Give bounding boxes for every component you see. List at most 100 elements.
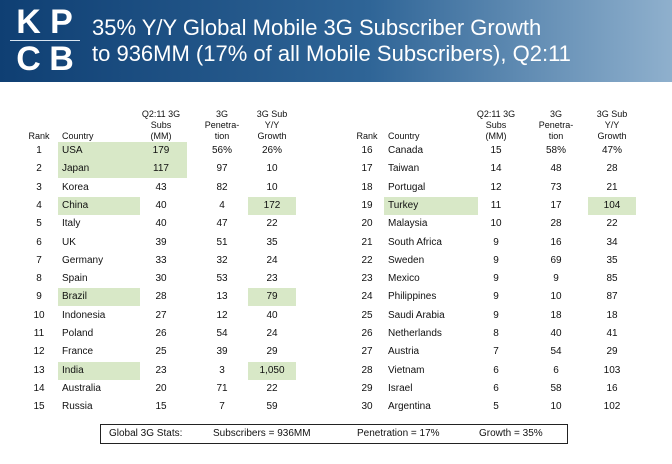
cell-subs: 6 bbox=[493, 364, 499, 376]
cell-growth: 87 bbox=[606, 291, 618, 303]
table-row: 15 Russia 15 7 59 bbox=[0, 398, 672, 416]
title-line-2: to 936MM (17% of all Mobile Subscribers)… bbox=[92, 41, 571, 66]
cell-growth: 18 bbox=[606, 309, 618, 321]
cell-country: UK bbox=[62, 236, 76, 248]
table-row: 3 Korea 43 82 10 bbox=[0, 179, 672, 197]
cell-subs: 20 bbox=[155, 382, 167, 394]
cell-subs: 15 bbox=[490, 145, 502, 156]
cell-penetration: 16 bbox=[550, 236, 562, 248]
cell-subs: 9 bbox=[493, 291, 499, 303]
table-row: 21 South Africa 9 16 34 bbox=[0, 234, 672, 252]
column-header-growth: 3G Sub Y/Y Growth bbox=[248, 92, 296, 142]
table-row: 22 Sweden 9 69 35 bbox=[0, 252, 672, 270]
cell-rank: 23 bbox=[361, 273, 373, 285]
cell-growth: 35 bbox=[606, 254, 618, 266]
cell-penetration: 4 bbox=[219, 199, 225, 211]
cell-growth: 28 bbox=[606, 163, 618, 175]
table-row: 27 Austria 7 54 29 bbox=[0, 343, 672, 361]
cell-subs: 40 bbox=[155, 218, 167, 230]
cell-penetration: 28 bbox=[550, 218, 562, 230]
cell-country: Argentina bbox=[388, 401, 431, 413]
cell-rank: 24 bbox=[361, 291, 373, 303]
table-row: 24 Philippines 9 10 87 bbox=[0, 288, 672, 306]
column-header-label: 3G Penetra- tion bbox=[204, 109, 240, 141]
column-header-growth: 3G Sub Y/Y Growth bbox=[588, 92, 636, 142]
cell-rank: 14 bbox=[33, 382, 45, 394]
cell-penetration: 17 bbox=[550, 199, 562, 211]
table-row: 7 Germany 33 32 24 bbox=[0, 252, 672, 270]
logo-letter: P bbox=[50, 3, 73, 41]
table-row: 1 USA 179 56% 26% bbox=[0, 142, 672, 160]
cell-rank: 13 bbox=[33, 364, 45, 376]
cell-penetration: 54 bbox=[550, 346, 562, 358]
cell-rank: 12 bbox=[33, 346, 45, 358]
cell-subs: 9 bbox=[493, 236, 499, 248]
cell-growth: 22 bbox=[266, 382, 278, 394]
cell-growth: 79 bbox=[248, 288, 296, 307]
cell-subs: 11 bbox=[490, 199, 502, 211]
cell-country: Germany bbox=[62, 254, 104, 266]
cell-rank: 17 bbox=[361, 163, 373, 175]
cell-country: Korea bbox=[62, 181, 89, 193]
cell-rank: 2 bbox=[36, 163, 42, 175]
cell-country: Mexico bbox=[388, 273, 420, 285]
table-row: 2 Japan 117 97 10 bbox=[0, 160, 672, 179]
cell-subs: 6 bbox=[493, 382, 499, 394]
column-header-label: Country bbox=[388, 131, 420, 141]
table-row: 9 Brazil 28 13 79 bbox=[0, 288, 672, 307]
cell-penetration: 56% bbox=[211, 145, 232, 156]
cell-country: Australia bbox=[62, 382, 101, 394]
cell-penetration: 6 bbox=[553, 364, 559, 376]
cell-penetration: 69 bbox=[550, 254, 562, 266]
cell-growth: 1,050 bbox=[248, 361, 296, 380]
table-row: 30 Argentina 5 10 102 bbox=[0, 398, 672, 416]
cell-rank: 16 bbox=[361, 145, 373, 156]
cell-country: Poland bbox=[62, 328, 94, 339]
table-row: 16 Canada 15 58% 47% bbox=[0, 142, 672, 160]
cell-subs: 23 bbox=[155, 364, 167, 376]
cell-rank: 5 bbox=[36, 218, 42, 230]
cell-rank: 8 bbox=[36, 273, 42, 285]
column-header-penetration: 3G Penetra- tion bbox=[532, 92, 580, 142]
table-row: 20 Malaysia 10 28 22 bbox=[0, 215, 672, 233]
cell-growth: 29 bbox=[266, 346, 278, 358]
column-header-label: 3G Sub Y/Y Growth bbox=[596, 109, 628, 141]
table-row: 6 UK 39 51 35 bbox=[0, 234, 672, 252]
cell-rank: 7 bbox=[36, 254, 42, 266]
cell-subs: 28 bbox=[155, 291, 167, 303]
column-header-label: Rank bbox=[356, 131, 378, 141]
column-header-subs: Q2:11 3G Subs (MM) bbox=[468, 92, 524, 142]
title-line-1: 35% Y/Y Global Mobile 3G Subscriber Grow… bbox=[92, 15, 542, 40]
kpcb-logo: K P C B bbox=[12, 4, 78, 78]
cell-subs: 30 bbox=[155, 273, 167, 285]
cell-growth: 21 bbox=[606, 181, 618, 193]
footer-label: Global 3G Stats: bbox=[109, 428, 183, 439]
cell-country: Japan bbox=[58, 160, 140, 179]
table-row: 17 Taiwan 14 48 28 bbox=[0, 160, 672, 178]
cell-penetration: 10 bbox=[550, 401, 562, 413]
cell-subs: 9 bbox=[493, 254, 499, 266]
cell-growth: 10 bbox=[266, 181, 278, 193]
column-header-rank: Rank bbox=[22, 92, 56, 142]
cell-penetration: 97 bbox=[216, 163, 228, 175]
footer-penetration: Penetration = 17% bbox=[357, 428, 440, 439]
cell-penetration: 58% bbox=[545, 145, 566, 156]
table-row: 23 Mexico 9 9 85 bbox=[0, 270, 672, 288]
cell-penetration: 48 bbox=[550, 163, 562, 175]
cell-subs: 5 bbox=[493, 401, 499, 413]
column-header-subs: Q2:11 3G Subs (MM) bbox=[135, 92, 187, 142]
cell-penetration: 13 bbox=[216, 291, 228, 303]
cell-growth: 85 bbox=[606, 273, 618, 285]
cell-growth: 47% bbox=[601, 145, 622, 156]
cell-growth: 41 bbox=[606, 328, 618, 339]
table-row: 12 France 25 39 29 bbox=[0, 343, 672, 361]
cell-rank: 19 bbox=[361, 199, 373, 211]
cell-subs: 25 bbox=[155, 346, 167, 358]
cell-subs: 8 bbox=[493, 328, 499, 339]
cell-rank: 6 bbox=[36, 236, 42, 248]
table-row: 13 India 23 3 1,050 bbox=[0, 361, 672, 380]
cell-rank: 27 bbox=[361, 346, 373, 358]
footer-subscribers: Subscribers = 936MM bbox=[213, 428, 311, 439]
cell-rank: 15 bbox=[33, 401, 45, 413]
cell-rank: 9 bbox=[36, 291, 42, 303]
